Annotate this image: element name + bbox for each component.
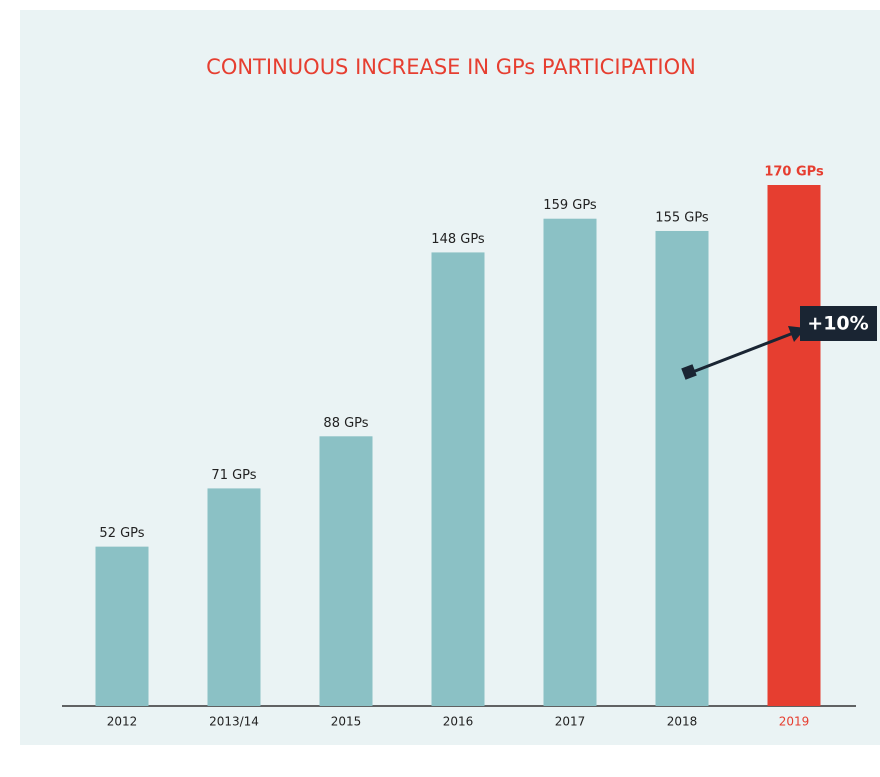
value-label: 155 GPs	[655, 210, 709, 225]
annotation: +10%	[807, 313, 868, 335]
value-label: 170 GPs	[764, 165, 824, 180]
x-tick-label: 2018	[667, 715, 698, 729]
x-tick-label: 2017	[555, 715, 586, 729]
value-label: 159 GPs	[543, 198, 597, 213]
bar	[95, 546, 149, 706]
bar	[431, 252, 485, 706]
bar	[319, 436, 373, 706]
x-tick-label: 2012	[107, 715, 138, 729]
bar	[543, 218, 597, 706]
annotation-box	[800, 306, 877, 341]
chart-title: CONTINUOUS INCREASE IN GPs PARTICIPATION	[206, 55, 696, 79]
value-label: 71 GPs	[211, 468, 256, 483]
arrow-line	[689, 330, 797, 375]
value-label: 148 GPs	[431, 232, 485, 247]
value-label: 88 GPs	[323, 416, 368, 431]
x-tick-label: 2015	[331, 715, 362, 729]
value-label: 52 GPs	[99, 526, 144, 541]
x-tick-label: 2019	[779, 715, 810, 729]
x-tick-label: 2013/14	[209, 715, 259, 729]
bar	[767, 185, 821, 706]
x-tick-label: 2016	[443, 715, 474, 729]
bar	[655, 230, 709, 706]
bar	[207, 488, 261, 706]
arrow-tail	[681, 364, 697, 380]
